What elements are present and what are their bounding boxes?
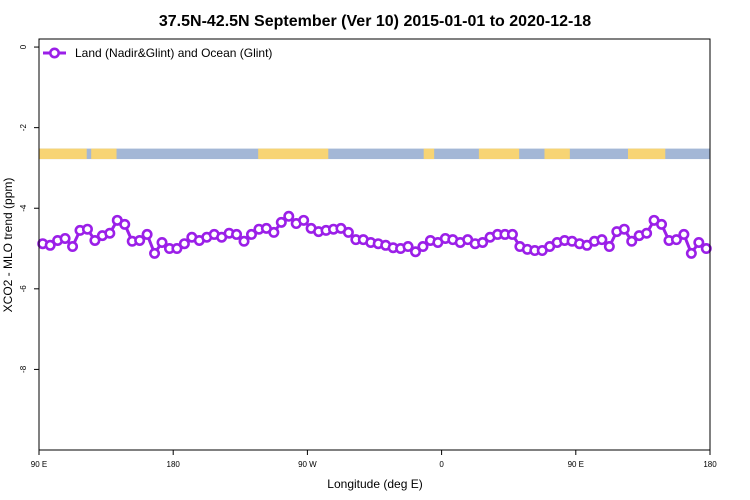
x-tick-label: 180 bbox=[167, 460, 181, 469]
data-point bbox=[156, 236, 168, 248]
y-tick-label: -6 bbox=[19, 285, 28, 293]
data-point bbox=[245, 228, 257, 240]
data-point bbox=[268, 226, 280, 238]
data-point bbox=[44, 239, 56, 251]
data-point bbox=[275, 216, 287, 228]
data-point bbox=[59, 232, 71, 244]
x-tick-label: 180 bbox=[703, 460, 717, 469]
data-point bbox=[231, 228, 243, 240]
data-point bbox=[238, 235, 250, 247]
data-point bbox=[417, 241, 429, 253]
land-segment bbox=[544, 148, 570, 160]
data-point bbox=[700, 243, 712, 255]
legend-label: Land (Nadir&Glint) and Ocean (Glint) bbox=[75, 46, 272, 60]
x-tick-label: 90 E bbox=[31, 460, 47, 469]
land-segment bbox=[39, 148, 87, 160]
data-point bbox=[656, 218, 668, 230]
land-segment bbox=[91, 148, 117, 160]
data-point bbox=[618, 223, 630, 235]
legend-marker bbox=[48, 47, 60, 59]
y-tick-label: -2 bbox=[19, 124, 28, 132]
x-tick-label: 90 E bbox=[568, 460, 584, 469]
data-point bbox=[283, 210, 295, 222]
land-segment bbox=[478, 148, 520, 160]
data-point bbox=[693, 236, 705, 248]
data-point bbox=[104, 227, 116, 239]
land-segment bbox=[258, 148, 329, 160]
data-point bbox=[596, 234, 608, 246]
data-point bbox=[410, 246, 422, 258]
data-point bbox=[149, 247, 161, 259]
legend: Land (Nadir&Glint) and Ocean (Glint) bbox=[43, 46, 272, 60]
data-point bbox=[685, 247, 697, 259]
data-point bbox=[171, 243, 183, 255]
ocean-band bbox=[39, 148, 710, 160]
data-point bbox=[477, 236, 489, 248]
plot-frame bbox=[38, 38, 711, 451]
data-point bbox=[67, 241, 79, 253]
x-tick-label: 0 bbox=[439, 460, 444, 469]
y-tick-label: -4 bbox=[19, 204, 28, 212]
y-axis-ticks: 0 -2 -4 -6 -8 bbox=[19, 44, 39, 373]
data-point bbox=[342, 226, 354, 238]
data-point bbox=[141, 228, 153, 240]
land-segment bbox=[423, 148, 435, 160]
chart-title: 37.5N-42.5N September (Ver 10) 2015-01-0… bbox=[159, 13, 591, 30]
y-tick-label: 0 bbox=[19, 44, 28, 49]
data-point bbox=[506, 228, 518, 240]
land-segment bbox=[627, 148, 666, 160]
x-axis-label: Longitude (deg E) bbox=[327, 477, 422, 491]
series-layer bbox=[37, 210, 712, 259]
data-point bbox=[402, 241, 414, 253]
data-point bbox=[81, 223, 93, 235]
data-point bbox=[119, 218, 131, 230]
data-point bbox=[603, 241, 615, 253]
y-axis-label: XCO2 - MLO trend (ppm) bbox=[1, 178, 15, 313]
data-point bbox=[670, 234, 682, 246]
data-point bbox=[641, 227, 653, 239]
x-tick-label: 90 W bbox=[298, 460, 317, 469]
y-tick-label: -8 bbox=[19, 365, 28, 373]
data-point bbox=[89, 234, 101, 246]
data-point bbox=[134, 234, 146, 246]
data-point bbox=[298, 214, 310, 226]
data-point bbox=[678, 228, 690, 240]
data-point bbox=[178, 238, 190, 250]
data-point bbox=[626, 235, 638, 247]
x-axis-ticks: 90 E 180 90 W 0 90 E 180 bbox=[31, 450, 717, 469]
land-ocean-strip bbox=[39, 148, 710, 160]
